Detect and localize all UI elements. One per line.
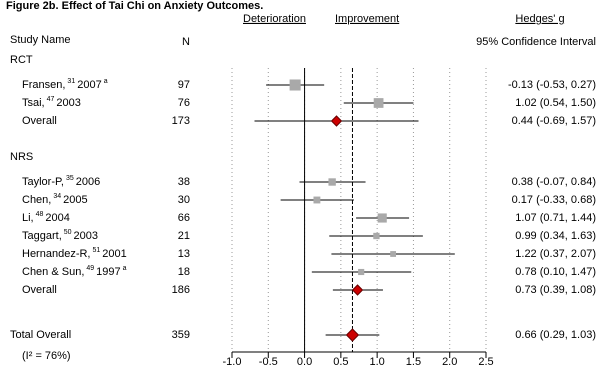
study-n: 21 — [178, 230, 190, 242]
ci-label: 0.44 (-0.69, 1.57) — [512, 115, 596, 127]
study-name: Overall — [22, 115, 57, 127]
study-name: Li, 48 2004 — [22, 211, 70, 224]
study-name-text: Hernandez-R, — [22, 248, 90, 260]
study-year: 2003 — [74, 230, 98, 242]
study-year: 1997 — [96, 266, 120, 278]
study-name-text: Taggart, — [22, 230, 62, 242]
study-name: Taggart, 50 2003 — [22, 229, 98, 242]
study-name-text: Total Overall — [10, 329, 71, 341]
study-ref: 51 — [92, 247, 100, 254]
ci-label: 1.02 (0.54, 1.50) — [515, 97, 596, 109]
study-year: 2005 — [63, 194, 87, 206]
pooled-diamond — [345, 328, 360, 342]
study-name: Fransen, 31 2007 a — [22, 78, 108, 91]
study-year: 2006 — [76, 176, 100, 188]
pooled-diamond — [330, 115, 343, 127]
study-n: 38 — [178, 176, 190, 188]
ci-label: 1.22 (0.37, 2.07) — [515, 248, 596, 260]
x-tick-label: -0.5 — [259, 356, 278, 368]
ci-label: 0.66 (0.29, 1.03) — [515, 329, 596, 341]
study-name: Taylor-P, 35 2006 — [22, 175, 100, 188]
effect-header: Hedges' g — [515, 13, 564, 25]
heterogeneity: (I² = 76%) — [22, 350, 71, 362]
ci-label: 0.38 (-0.07, 0.84) — [512, 176, 596, 188]
group-name: RCT — [10, 54, 33, 66]
study-name-text: Li, — [22, 212, 34, 224]
x-tick-label: -1.0 — [223, 356, 242, 368]
study-ref: 35 — [66, 175, 74, 182]
left-header: Deterioration — [243, 13, 306, 25]
study-name: Chen & Sun, 49 1997 a — [22, 265, 127, 278]
ci-label: 0.17 (-0.33, 0.68) — [512, 194, 596, 206]
n-header: N — [182, 36, 190, 48]
group-name: NRS — [10, 151, 33, 163]
study-n: 359 — [172, 329, 190, 341]
study-header: Study Name — [10, 34, 71, 46]
x-tick-label: 0.0 — [297, 356, 312, 368]
ci-label: 0.99 (0.34, 1.63) — [515, 230, 596, 242]
x-tick-label: 0.5 — [333, 356, 348, 368]
study-n: 173 — [172, 115, 190, 127]
study-square — [390, 251, 397, 257]
study-name-text: Chen, — [22, 194, 51, 206]
study-name-text: Tsai, — [22, 97, 45, 109]
study-ref: 31 — [67, 78, 75, 85]
study-name: Total Overall — [10, 329, 71, 341]
chart-title: Figure 2b. Effect of Tai Chi on Anxiety … — [6, 0, 263, 12]
right-header: Improvement — [335, 13, 399, 25]
study-square — [377, 213, 387, 223]
x-tick-label: 2.5 — [478, 356, 493, 368]
study-n: 30 — [178, 194, 190, 206]
x-tick-label: 1.5 — [406, 356, 421, 368]
study-name: Chen, 34 2005 — [22, 193, 88, 206]
ci-label: 0.73 (0.39, 1.08) — [515, 284, 596, 296]
study-square — [358, 268, 365, 276]
study-year: 2004 — [45, 212, 69, 224]
study-name-text: Fransen, — [22, 79, 65, 91]
study-ref: 47 — [47, 96, 55, 103]
study-ref: 34 — [53, 193, 61, 200]
study-square — [328, 178, 336, 186]
study-n: 97 — [178, 79, 190, 91]
study-n: 66 — [178, 212, 190, 224]
study-name: Hernandez-R, 51 2001 — [22, 247, 127, 260]
study-n: 186 — [172, 284, 190, 296]
study-square — [313, 196, 321, 204]
study-square — [289, 79, 301, 91]
study-ref: 49 — [86, 265, 94, 272]
ci-header: 95% Confidence Interval — [476, 36, 596, 48]
study-ref: 48 — [36, 211, 44, 218]
study-year: 2001 — [102, 248, 126, 260]
study-square — [373, 98, 384, 108]
study-name: Overall — [22, 284, 57, 296]
study-name-text: Chen & Sun, — [22, 266, 84, 278]
ci-label: 0.78 (0.10, 1.47) — [515, 266, 596, 278]
x-tick-label: 2.0 — [442, 356, 457, 368]
ci-label: 1.07 (0.71, 1.44) — [515, 212, 596, 224]
study-n: 13 — [178, 248, 190, 260]
study-year: 2003 — [56, 97, 80, 109]
study-square — [373, 232, 380, 240]
x-tick-label: 1.0 — [369, 356, 384, 368]
study-name: Tsai, 47 2003 — [22, 96, 81, 109]
study-n: 76 — [178, 97, 190, 109]
ci-label: -0.13 (-0.53, 0.27) — [508, 79, 596, 91]
study-year: 2007 — [77, 79, 101, 91]
study-note: a — [104, 78, 108, 85]
study-n: 18 — [178, 266, 190, 278]
pooled-diamond — [351, 284, 364, 296]
study-name-text: Overall — [22, 115, 57, 127]
study-name-text: Overall — [22, 284, 57, 296]
study-ref: 50 — [64, 229, 72, 236]
study-name-text: Taylor-P, — [22, 176, 64, 188]
study-note: a — [123, 265, 127, 272]
